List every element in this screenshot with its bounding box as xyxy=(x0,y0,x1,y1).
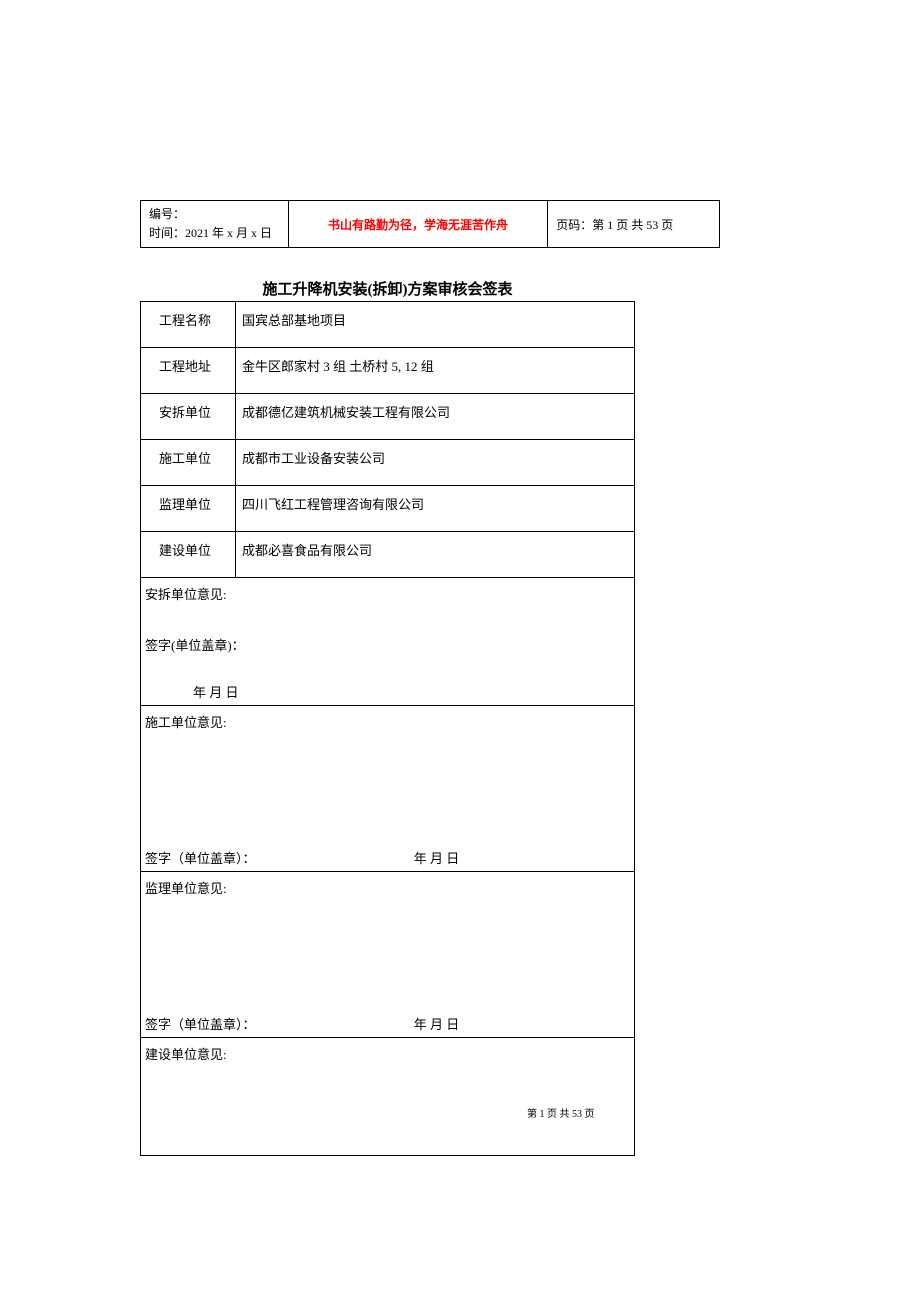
header-table: 编号： 时间：2021 年 x 月 x 日 书山有路勤为径，学海无涯苦作舟 页码… xyxy=(140,200,720,248)
table-row: 建设单位 成都必喜食品有限公司 xyxy=(141,532,635,578)
opinion-row-construction: 施工单位意见: 签字（单位盖章）： 年 月 日 xyxy=(141,706,635,872)
opinion-row-supervision: 监理单位意见: 签字（单位盖章）： 年 月 日 xyxy=(141,872,635,1038)
label-builder-unit: 建设单位 xyxy=(141,532,236,578)
date-line-dismantling: 年 月 日 xyxy=(193,682,630,701)
value-construction-unit: 成都市工业设备安装公司 xyxy=(236,440,635,486)
page-container: 编号： 时间：2021 年 x 月 x 日 书山有路勤为径，学海无涯苦作舟 页码… xyxy=(140,0,780,1156)
value-project-address: 金牛区郎家村 3 组 土桥村 5, 12 组 xyxy=(236,348,635,394)
opinion-title-supervision: 监理单位意见: xyxy=(145,878,630,897)
opinion-row-builder: 建设单位意见: xyxy=(141,1038,635,1156)
form-title: 施工升降机安装(拆卸)方案审核会签表 xyxy=(140,278,635,299)
signature-label-construction: 签字（单位盖章）： xyxy=(145,848,256,867)
date-part-supervision: 年 月 日 xyxy=(414,1014,460,1033)
date-part-construction: 年 月 日 xyxy=(414,848,460,867)
label-dismantling-unit: 安拆单位 xyxy=(141,394,236,440)
label-supervision-unit: 监理单位 xyxy=(141,486,236,532)
table-row: 施工单位 成都市工业设备安装公司 xyxy=(141,440,635,486)
opinion-spacer xyxy=(145,929,630,1014)
opinion-row-dismantling: 安拆单位意见: 签字(单位盖章)： 年 月 日 xyxy=(141,578,635,706)
signature-label-dismantling: 签字(单位盖章)： xyxy=(145,635,630,654)
table-row: 监理单位 四川飞红工程管理咨询有限公司 xyxy=(141,486,635,532)
value-project-name: 国宾总部基地项目 xyxy=(236,302,635,348)
table-row: 安拆单位 成都德亿建筑机械安装工程有限公司 xyxy=(141,394,635,440)
opinion-title-dismantling: 安拆单位意见: xyxy=(145,584,630,603)
opinion-spacer xyxy=(145,763,630,848)
value-dismantling-unit: 成都德亿建筑机械安装工程有限公司 xyxy=(236,394,635,440)
value-builder-unit: 成都必喜食品有限公司 xyxy=(236,532,635,578)
header-left-cell: 编号： 时间：2021 年 x 月 x 日 xyxy=(141,201,289,248)
header-page-code: 页码：第 1 页 共 53 页 xyxy=(548,201,720,248)
opinion-cell-builder: 建设单位意见: xyxy=(141,1038,635,1156)
label-project-address: 工程地址 xyxy=(141,348,236,394)
opinion-cell-dismantling: 安拆单位意见: 签字(单位盖章)： 年 月 日 xyxy=(141,578,635,706)
signature-date-construction: 签字（单位盖章）： 年 月 日 xyxy=(145,848,630,867)
doc-number-label: 编号： xyxy=(149,205,280,224)
footer-page-number: 第 1 页 共 53 页 xyxy=(527,1105,595,1120)
label-construction-unit: 施工单位 xyxy=(141,440,236,486)
form-table: 工程名称 国宾总部基地项目 工程地址 金牛区郎家村 3 组 土桥村 5, 12 … xyxy=(140,301,635,1156)
table-row: 工程名称 国宾总部基地项目 xyxy=(141,302,635,348)
value-supervision-unit: 四川飞红工程管理咨询有限公司 xyxy=(236,486,635,532)
signature-date-supervision: 签字（单位盖章）： 年 月 日 xyxy=(145,1014,630,1033)
opinion-cell-construction: 施工单位意见: 签字（单位盖章）： 年 月 日 xyxy=(141,706,635,872)
table-row: 工程地址 金牛区郎家村 3 组 土桥村 5, 12 组 xyxy=(141,348,635,394)
label-project-name: 工程名称 xyxy=(141,302,236,348)
opinion-title-builder: 建设单位意见: xyxy=(145,1044,630,1063)
signature-label-supervision: 签字（单位盖章）： xyxy=(145,1014,256,1033)
opinion-cell-supervision: 监理单位意见: 签字（单位盖章）： 年 月 日 xyxy=(141,872,635,1038)
time-label: 时间：2021 年 x 月 x 日 xyxy=(149,224,280,243)
header-motto: 书山有路勤为径，学海无涯苦作舟 xyxy=(288,201,548,248)
opinion-title-construction: 施工单位意见: xyxy=(145,712,630,731)
